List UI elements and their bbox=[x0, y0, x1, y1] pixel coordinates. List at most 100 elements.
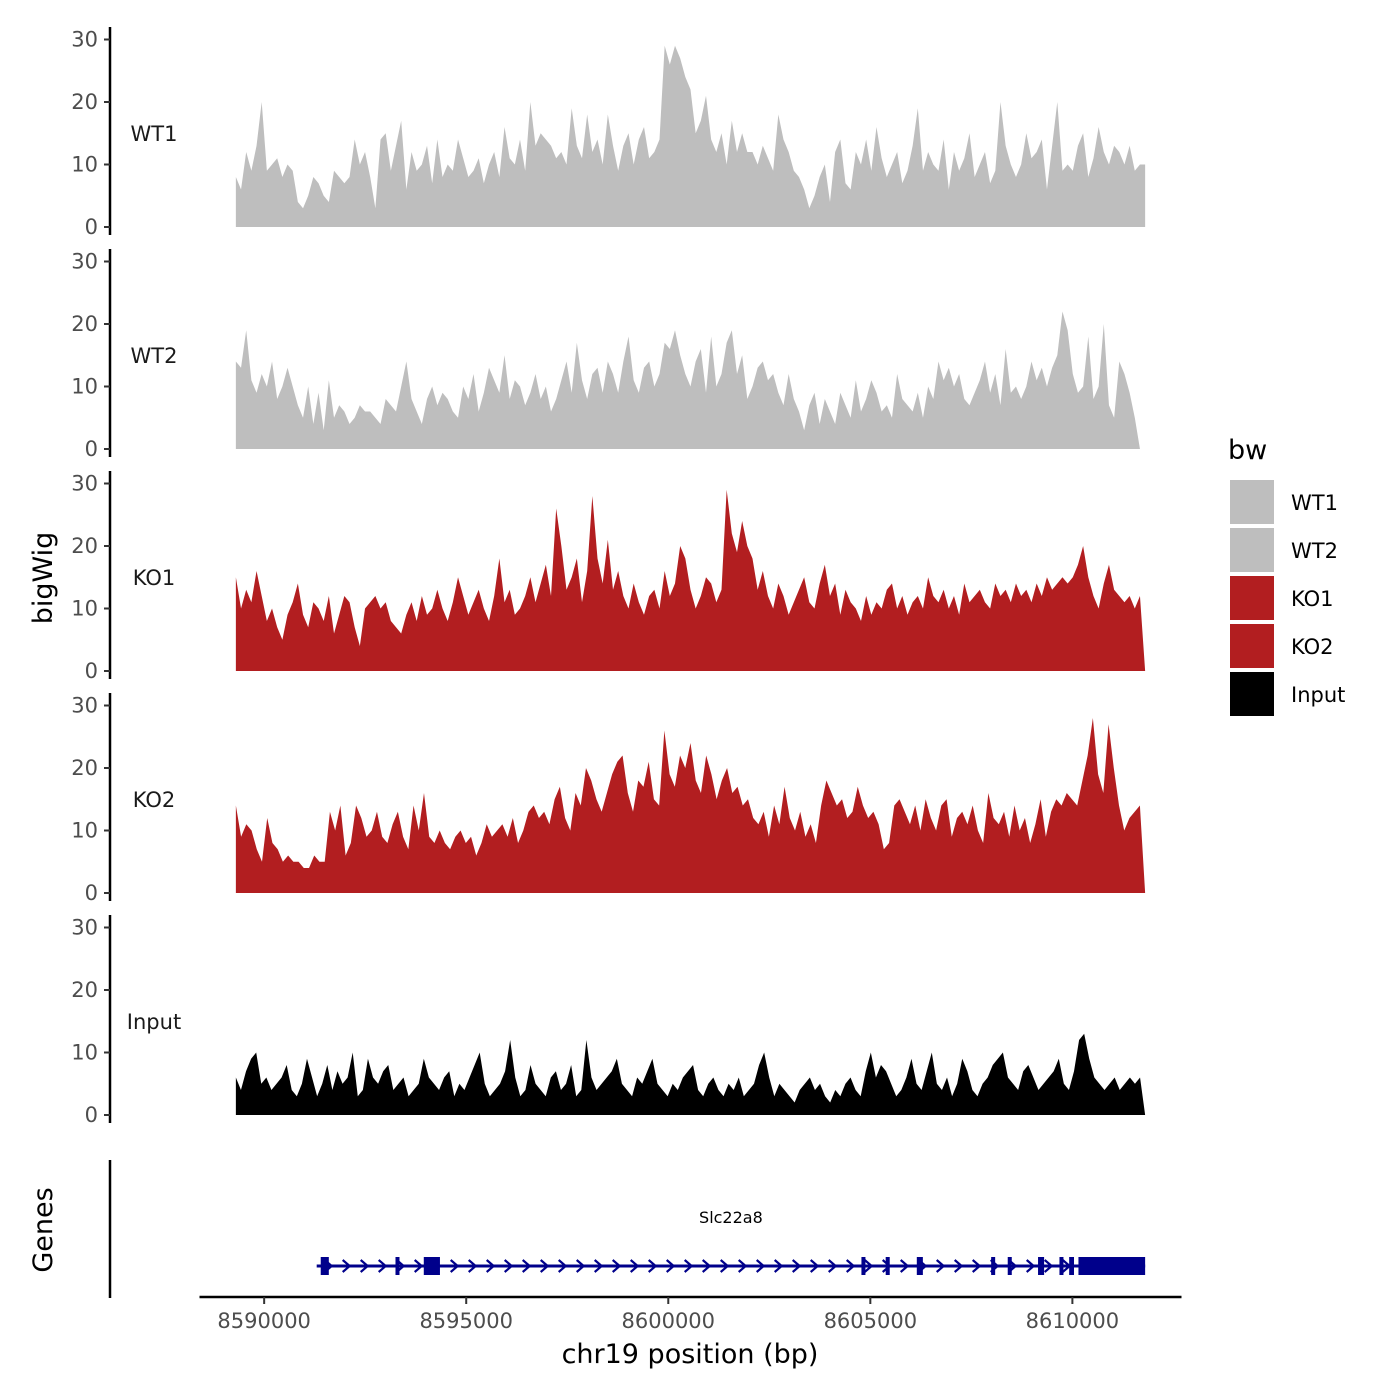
strand-arrow bbox=[1043, 1259, 1054, 1273]
gene-exon bbox=[885, 1257, 890, 1275]
genes-axis-title: Genes bbox=[28, 1187, 59, 1272]
y-tick-label: 30 bbox=[71, 250, 98, 274]
track-panels: 0 10 20 30 WT1 0 10 20 30 WT2 0 10 20 30 KO1 0 10 20 30 KO2… bbox=[71, 27, 1146, 1127]
gene-exon bbox=[1007, 1257, 1012, 1275]
gene-exon bbox=[320, 1257, 329, 1275]
y-tick-label: 10 bbox=[71, 1041, 98, 1065]
legend-label-ko1: KO1 bbox=[1291, 587, 1334, 611]
strand-arrow bbox=[575, 1259, 586, 1273]
strand-arrow bbox=[521, 1259, 532, 1273]
y-tick-label: 0 bbox=[85, 1103, 98, 1127]
legend-key-ko1 bbox=[1230, 576, 1274, 620]
gene-slc22a8: Slc22a8 bbox=[316, 1208, 1146, 1275]
legend-label-wt2: WT2 bbox=[1291, 539, 1338, 563]
track-wt2: 0 10 20 30 WT2 bbox=[71, 249, 1146, 461]
legend-key-ko2 bbox=[1230, 624, 1274, 668]
y-tick-label: 10 bbox=[71, 819, 98, 843]
gene-exon bbox=[395, 1257, 400, 1275]
y-tick-label: 30 bbox=[71, 916, 98, 940]
track-label-wt1: WT1 bbox=[131, 122, 178, 146]
strand-arrow bbox=[377, 1259, 388, 1273]
gene-exon bbox=[1069, 1257, 1075, 1275]
y-tick-label: 30 bbox=[71, 28, 98, 52]
y-tick-label: 10 bbox=[71, 153, 98, 177]
strand-arrow bbox=[791, 1259, 802, 1273]
gene-exon bbox=[423, 1257, 440, 1275]
strand-arrow bbox=[1025, 1259, 1036, 1273]
strand-arrow bbox=[359, 1259, 370, 1273]
strand-arrow bbox=[683, 1259, 694, 1273]
strand-arrow bbox=[629, 1259, 640, 1273]
y-tick-label: 30 bbox=[71, 694, 98, 718]
legend-label-input: Input bbox=[1291, 683, 1345, 707]
strand-arrow bbox=[845, 1259, 856, 1273]
legend-key-input bbox=[1230, 672, 1274, 716]
y-tick-label: 0 bbox=[85, 659, 98, 683]
gene-label: Slc22a8 bbox=[699, 1208, 763, 1227]
gene-exon bbox=[1038, 1257, 1045, 1275]
legend-entry-wt2: WT2 bbox=[1230, 528, 1338, 572]
legend-key-wt2 bbox=[1230, 528, 1274, 572]
y-tick-label: 20 bbox=[71, 756, 98, 780]
strand-arrow bbox=[503, 1259, 514, 1273]
gene-exon bbox=[916, 1257, 923, 1275]
strand-arrow bbox=[827, 1259, 838, 1273]
legend-key-wt1 bbox=[1230, 480, 1274, 524]
strand-arrow bbox=[557, 1259, 568, 1273]
x-tick-label: 8590000 bbox=[217, 1309, 311, 1333]
x-axis-title: chr19 position (bp) bbox=[562, 1339, 819, 1370]
area-ko2 bbox=[235, 718, 1146, 893]
track-label-ko1: KO1 bbox=[133, 566, 176, 590]
genes-panel: Slc22a8 bbox=[108, 1160, 1146, 1298]
strand-arrow bbox=[809, 1259, 820, 1273]
gene-exon bbox=[991, 1257, 996, 1275]
y-tick-label: 10 bbox=[71, 597, 98, 621]
area-wt2 bbox=[235, 311, 1146, 449]
strand-arrow bbox=[539, 1259, 550, 1273]
strand-arrow bbox=[953, 1259, 964, 1273]
strand-arrow bbox=[755, 1259, 766, 1273]
track-label-input: Input bbox=[127, 1010, 181, 1034]
y-axis-title: bigWig bbox=[28, 532, 59, 625]
legend: bw WT1 WT2 KO1 KO2 Input bbox=[1228, 435, 1345, 716]
gene-exon bbox=[1078, 1257, 1146, 1275]
legend-entry-input: Input bbox=[1230, 672, 1345, 716]
x-tick-label: 8600000 bbox=[622, 1309, 716, 1333]
strand-arrow bbox=[737, 1259, 748, 1273]
area-ko1 bbox=[235, 489, 1146, 671]
strand-arrow bbox=[863, 1259, 874, 1273]
track-input: 0 10 20 30 Input bbox=[71, 915, 1146, 1127]
y-tick-label: 0 bbox=[85, 215, 98, 239]
strand-arrow bbox=[899, 1259, 910, 1273]
legend-entry-wt1: WT1 bbox=[1230, 480, 1338, 524]
legend-label-ko2: KO2 bbox=[1291, 635, 1334, 659]
gene-exon bbox=[861, 1257, 866, 1275]
strand-arrow bbox=[647, 1259, 658, 1273]
y-tick-label: 20 bbox=[71, 312, 98, 336]
y-tick-label: 20 bbox=[71, 534, 98, 558]
x-tick-label: 8605000 bbox=[824, 1309, 918, 1333]
strand-arrow bbox=[719, 1259, 730, 1273]
x-tick-label: 8610000 bbox=[1026, 1309, 1120, 1333]
y-tick-label: 20 bbox=[71, 90, 98, 114]
strand-arrow bbox=[773, 1259, 784, 1273]
legend-entry-ko2: KO2 bbox=[1230, 624, 1334, 668]
y-tick-label: 0 bbox=[85, 437, 98, 461]
legend-title: bw bbox=[1228, 435, 1267, 466]
y-tick-label: 20 bbox=[71, 978, 98, 1002]
area-wt1 bbox=[235, 45, 1146, 227]
legend-label-wt1: WT1 bbox=[1291, 491, 1338, 515]
strand-arrow bbox=[467, 1259, 478, 1273]
x-axis: 8590000 8595000 8600000 8605000 8610000 bbox=[199, 1295, 1182, 1333]
strand-arrow bbox=[611, 1259, 622, 1273]
strand-arrow bbox=[593, 1259, 604, 1273]
strand-arrow bbox=[665, 1259, 676, 1273]
strand-arrow bbox=[341, 1259, 352, 1273]
track-label-wt2: WT2 bbox=[131, 344, 178, 368]
strand-arrow bbox=[413, 1259, 424, 1273]
track-ko2: 0 10 20 30 KO2 bbox=[71, 693, 1146, 905]
legend-entry-ko1: KO1 bbox=[1230, 576, 1334, 620]
track-ko1: 0 10 20 30 KO1 bbox=[71, 471, 1146, 683]
strand-arrow bbox=[935, 1259, 946, 1273]
